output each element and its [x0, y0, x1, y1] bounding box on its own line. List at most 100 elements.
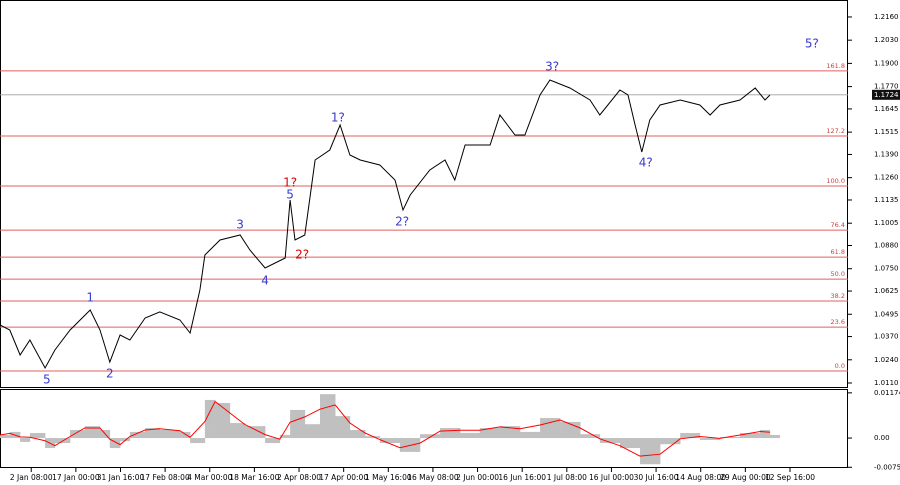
wave-label: 4?: [639, 156, 653, 170]
histogram-bar: [265, 438, 281, 444]
fib-label: 76.4: [831, 221, 845, 229]
x-tick-label: 2 Jun 00:00: [456, 473, 499, 482]
y-tick-label: 1.1515: [874, 128, 899, 136]
histogram-bar: [499, 426, 521, 439]
y-tick-label: -0.00759: [874, 463, 900, 471]
histogram-bar: [145, 428, 161, 439]
y-tick-label: 1.0625: [874, 287, 899, 295]
histogram-bar: [540, 418, 561, 439]
y-tick-label: 1.1900: [874, 59, 899, 67]
fib-label: 127.2: [826, 127, 845, 135]
histogram-bar: [699, 438, 721, 440]
histogram-bar: [419, 434, 441, 439]
histogram-bar: [599, 438, 621, 444]
last-price-label: 1.1724: [874, 91, 899, 99]
fib-label: 50.0: [831, 270, 845, 278]
histogram-bar: [204, 399, 216, 439]
x-tick-label: 16 Jul 00:00: [589, 473, 634, 482]
x-tick-label: 18 Mar 16:00: [229, 473, 279, 482]
x-tick-label: 30 Jul 16:00: [634, 473, 679, 482]
y-tick-label: 1.1135: [874, 196, 899, 204]
histogram-bar: [0, 434, 11, 439]
y-tick-label: 1.1645: [874, 105, 899, 113]
histogram-bar: [719, 436, 741, 439]
histogram-bar: [769, 434, 781, 439]
histogram-bar: [519, 431, 541, 439]
y-tick-label: 1.2030: [874, 36, 899, 44]
x-tick-label: 2 Apr 08:00: [277, 473, 321, 482]
x-tick-label: 17 Apr 00:00: [319, 473, 368, 482]
wave-label: 1?: [283, 176, 297, 190]
y-tick-label: 1.1770: [874, 83, 899, 91]
y-tick-label: 1.1005: [874, 219, 899, 227]
histogram-bar: [335, 416, 351, 439]
histogram-bar: [440, 428, 461, 439]
wave-label: 2?: [395, 214, 409, 228]
y-tick-label: 1.0750: [874, 265, 899, 273]
histogram-bar: [29, 433, 46, 439]
histogram-bar: [320, 394, 336, 439]
histogram-bar: [120, 438, 131, 442]
y-tick-label: 1.0240: [874, 356, 899, 364]
fib-label: 100.0: [826, 177, 845, 185]
histogram-bar: [640, 438, 661, 465]
x-tick-label: 16 May 08:00: [407, 473, 459, 482]
x-tick-label: 29 Aug 00:00: [720, 473, 771, 482]
x-tick-label: 1 Jul 08:00: [547, 473, 587, 482]
histogram-bar: [279, 434, 291, 439]
histogram-bar: [109, 438, 121, 449]
wave-label: 3: [236, 217, 244, 231]
histogram-bar: [159, 429, 181, 439]
last-price-box: [872, 89, 900, 100]
wave-label: 2: [106, 367, 114, 381]
wave-label: 5: [286, 187, 294, 201]
x-tick-label: 1 May 16:00: [365, 473, 412, 482]
price-line: [0, 79, 771, 370]
histogram-bar: [304, 424, 321, 439]
histogram-bar: [229, 423, 246, 439]
histogram-bar: [660, 438, 681, 445]
fib-label: 61.8: [831, 248, 845, 256]
y-tick-label: 1.1390: [874, 150, 899, 158]
histogram-bar: [349, 429, 366, 439]
wave-label: 1?: [331, 111, 345, 125]
histogram-bar: [70, 429, 86, 439]
wave-label: 5: [43, 372, 51, 386]
y-tick-label: 1.0495: [874, 310, 899, 318]
histogram-bar: [245, 426, 266, 439]
y-tick-label: 1.0880: [874, 242, 899, 250]
histogram-bar: [760, 429, 771, 439]
x-tick-label: 4 Mar 00:00: [187, 473, 233, 482]
histogram-bar: [460, 433, 481, 439]
histogram-bar: [84, 426, 101, 439]
y-tick-label: 1.1260: [874, 174, 899, 182]
wave-label: 3?: [545, 59, 559, 73]
wave-label: 1: [86, 291, 94, 305]
histogram-bar: [739, 433, 761, 439]
fib-label: 0.0: [835, 362, 845, 370]
histogram-bar: [129, 431, 146, 439]
oscillator-panel: [0, 389, 848, 468]
fib-label: 161.8: [826, 62, 845, 70]
histogram-bar: [179, 431, 191, 439]
histogram-bar: [365, 436, 381, 439]
histogram-bar: [20, 438, 31, 442]
x-tick-label: 14 Aug 08:00: [675, 473, 726, 482]
wave-label: 5?: [805, 36, 819, 50]
wave-label: 2?: [295, 247, 309, 261]
main-panel: [0, 0, 848, 388]
x-tick-label: 17 Feb 08:00: [141, 473, 190, 482]
x-tick-label: 17 Jan 00:00: [52, 473, 100, 482]
x-tick-label: 2 Jan 08:00: [10, 473, 53, 482]
x-tick-label: 12 Sep 16:00: [765, 473, 815, 482]
histogram-bar: [190, 438, 206, 444]
histogram-bar: [290, 409, 306, 439]
fib-label: 23.6: [831, 318, 845, 326]
histogram-bar: [580, 434, 601, 439]
y-tick-label: 1.2160: [874, 13, 899, 21]
x-tick-label: 16 Jun 16:00: [498, 473, 546, 482]
histogram-bar: [215, 403, 231, 439]
histogram-bar: [379, 438, 401, 444]
y-tick-label: 1.0370: [874, 333, 899, 341]
